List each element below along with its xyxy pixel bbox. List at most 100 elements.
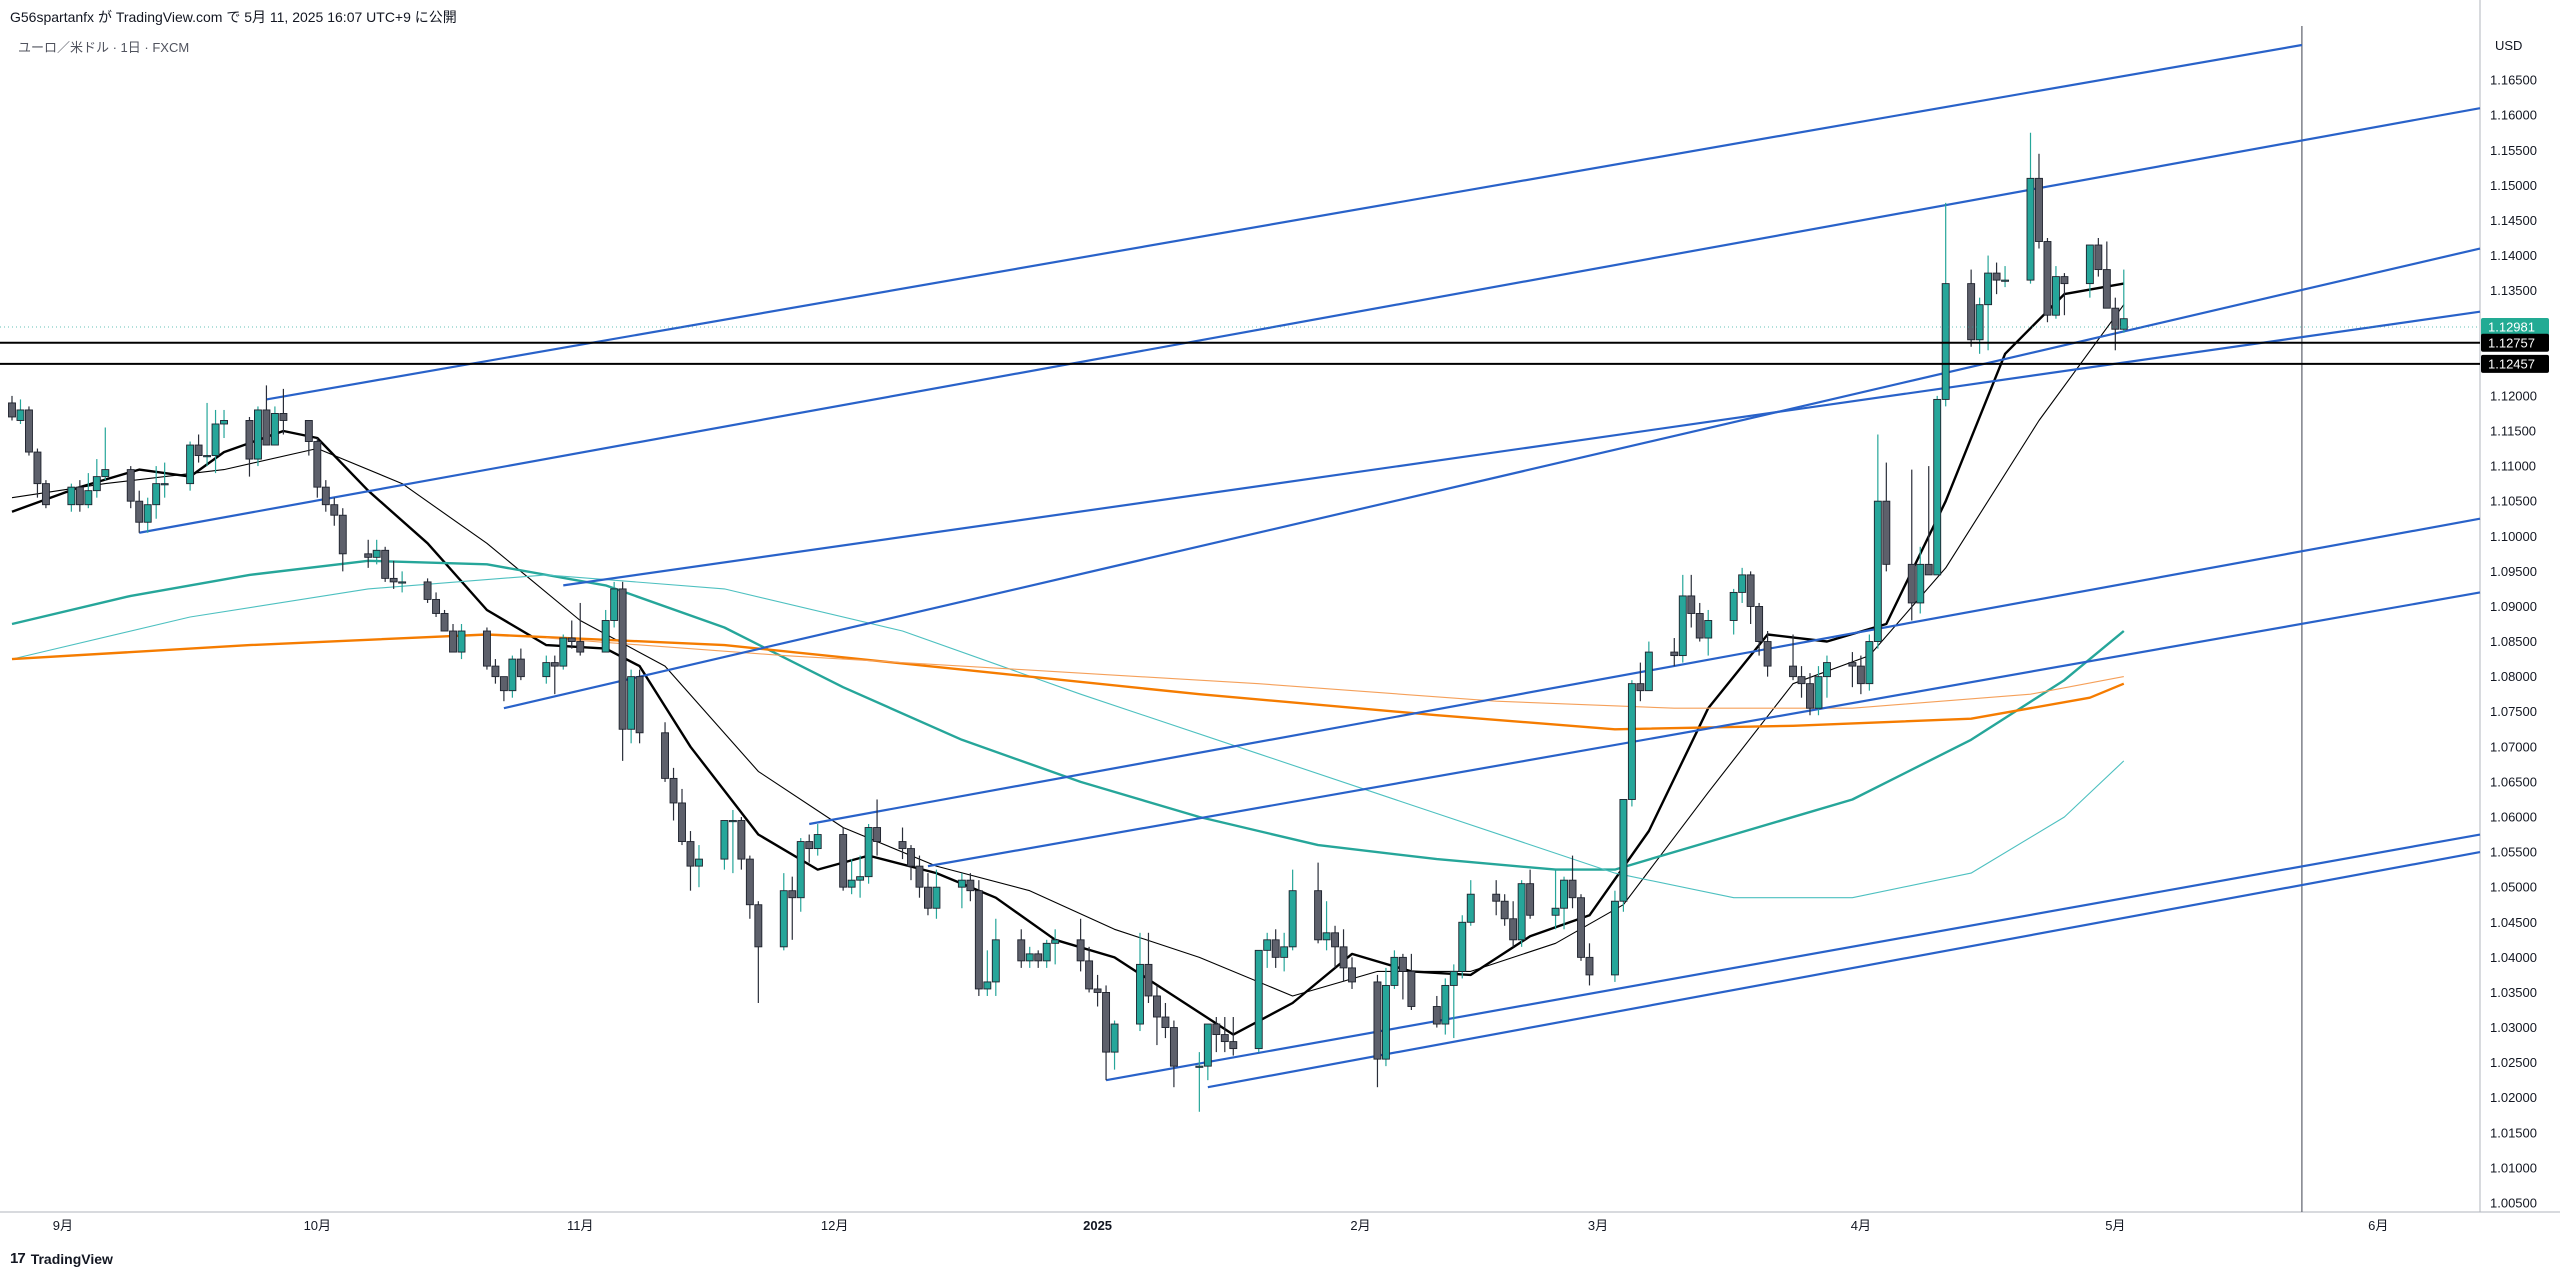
price-axis: USD 1.16500 1.16000 1.15500 1.15000 1.14500 1.… xyxy=(2481,38,2549,1211)
price-tick-label: 1.02500 xyxy=(2490,1055,2537,1070)
candle xyxy=(1144,932,1153,1003)
price-tick-label: 1.05000 xyxy=(2490,880,2537,895)
candle-body xyxy=(1789,665,1797,678)
candle xyxy=(211,409,220,474)
candle xyxy=(2119,269,2128,333)
candle-body xyxy=(457,630,466,653)
price-tick-label: 1.12000 xyxy=(2490,388,2537,403)
candle-body xyxy=(1076,939,1085,962)
candle-body xyxy=(1271,939,1280,958)
candle xyxy=(1856,655,1865,695)
candle xyxy=(389,560,398,589)
candle-body xyxy=(669,777,678,804)
candle-body xyxy=(1704,620,1713,639)
candle xyxy=(1585,943,1594,986)
candle xyxy=(2060,273,2069,316)
candle-body xyxy=(695,858,703,867)
candle-body xyxy=(1203,1023,1212,1067)
ma-line-sma5 xyxy=(11,282,2125,1036)
candle xyxy=(92,459,101,498)
candle xyxy=(101,427,110,481)
candle-body xyxy=(2026,177,2035,281)
candle-body xyxy=(1500,900,1509,920)
candle xyxy=(432,592,441,617)
candle-body xyxy=(143,504,152,523)
candle xyxy=(1509,901,1518,947)
candle xyxy=(1695,602,1704,642)
candle xyxy=(67,483,76,512)
candle-body xyxy=(135,500,144,523)
candle-body xyxy=(203,455,212,458)
candle-body xyxy=(728,820,737,823)
price-tick-label: 1.15500 xyxy=(2490,143,2537,158)
candle-body xyxy=(1619,799,1628,902)
candle xyxy=(1670,638,1679,667)
price-tick-label: 1.04000 xyxy=(2490,950,2537,965)
candles xyxy=(8,132,2128,1112)
candle xyxy=(1017,929,1026,968)
candle-body xyxy=(2035,177,2043,242)
candle xyxy=(1458,915,1467,979)
candle xyxy=(1610,890,1619,982)
candle-body xyxy=(279,413,288,421)
candle xyxy=(924,873,932,916)
candle xyxy=(1823,655,1831,698)
candle xyxy=(270,406,279,446)
candle xyxy=(1916,546,1925,614)
candle xyxy=(1169,1020,1178,1088)
candle-body xyxy=(1644,651,1653,692)
time-tick-label: 10月 xyxy=(304,1218,331,1233)
candle xyxy=(1577,894,1585,961)
candle xyxy=(1203,1023,1212,1081)
candle xyxy=(41,480,50,509)
candle xyxy=(135,490,144,533)
candle xyxy=(805,834,814,863)
candle xyxy=(1848,652,1857,688)
candle-body xyxy=(2051,276,2060,316)
candle xyxy=(1636,662,1645,702)
candle-body xyxy=(788,890,797,899)
candle xyxy=(160,462,169,498)
candle xyxy=(1161,1002,1170,1039)
candle xyxy=(1322,901,1331,951)
candle-body xyxy=(432,598,441,614)
price-badge-label: 1.12457 xyxy=(2488,356,2535,371)
candle xyxy=(1432,995,1441,1028)
candle xyxy=(1407,953,1416,1010)
candle-body xyxy=(1797,676,1806,685)
symbol-info[interactable]: ユーロ／米ドル · 1日 · FXCM xyxy=(18,40,190,55)
candle xyxy=(898,827,907,860)
candle-body xyxy=(567,637,576,642)
candle xyxy=(516,648,525,681)
candle xyxy=(33,448,42,498)
candle-body xyxy=(1865,641,1874,685)
candle-body xyxy=(1373,981,1382,1060)
candle-body xyxy=(745,858,754,906)
candle xyxy=(1110,1020,1119,1070)
candle xyxy=(1865,634,1874,691)
candle-body xyxy=(491,665,500,678)
candle-body xyxy=(1322,932,1331,941)
candle-body xyxy=(1746,574,1755,607)
candle xyxy=(966,873,975,902)
trendline-2 xyxy=(139,107,2481,534)
brand-name: TradingView xyxy=(30,1250,113,1267)
candle xyxy=(2102,241,2111,309)
candle xyxy=(338,508,347,572)
time-tick-label: 6月 xyxy=(2368,1218,2388,1233)
candle-body xyxy=(1407,970,1416,1007)
candle xyxy=(1085,946,1094,993)
candle-body xyxy=(1678,595,1687,657)
tradingview-branding[interactable]: 17 TradingView xyxy=(10,1250,113,1267)
candle xyxy=(754,901,763,1003)
candle xyxy=(1280,932,1289,972)
price-tick-label: 1.10000 xyxy=(2490,529,2537,544)
candle xyxy=(1933,395,1942,576)
candle xyxy=(1678,574,1687,663)
candle xyxy=(1627,680,1636,807)
candle-body xyxy=(2043,241,2052,316)
candle-body xyxy=(924,886,932,909)
trendline-6 xyxy=(927,591,2481,868)
candle-body xyxy=(796,841,805,899)
